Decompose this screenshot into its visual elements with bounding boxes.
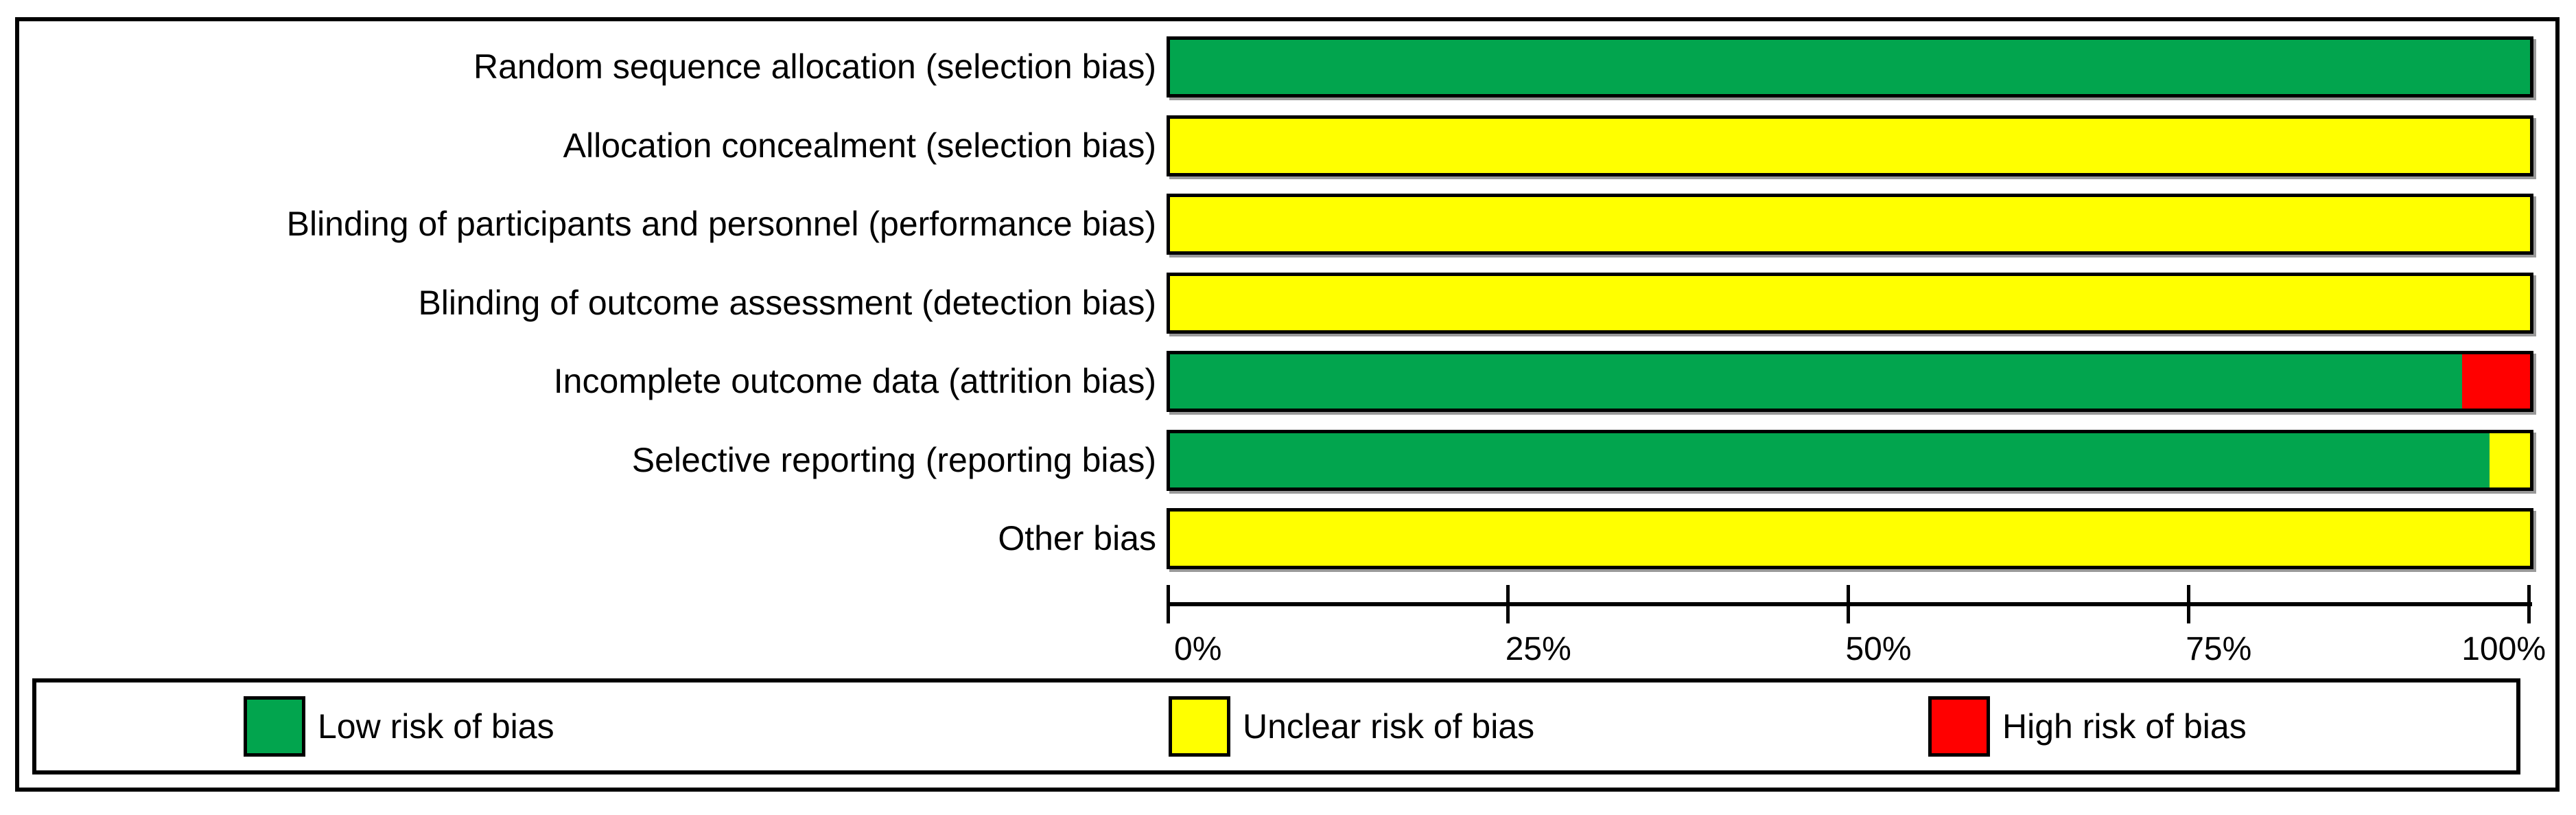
bar-segment-low-risk-of-bias	[1170, 354, 2462, 409]
category-label: Allocation concealment (selection bias)	[563, 126, 1156, 165]
stacked-bar	[1167, 430, 2533, 491]
stacked-bar	[1167, 351, 2533, 412]
legend-label: High risk of bias	[2002, 707, 2247, 746]
stacked-bar	[1167, 508, 2533, 569]
category-label: Incomplete outcome data (attrition bias)	[553, 362, 1156, 400]
axis-tick-label: 100%	[2461, 631, 2546, 667]
legend-item-unclear-risk-of-bias: Unclear risk of bias	[1169, 678, 1534, 774]
category-label: Blinding of outcome assessment (detectio…	[418, 284, 1156, 322]
bar-segment-unclear-risk-of-bias	[2489, 433, 2530, 487]
category-label: Selective reporting (reporting bias)	[631, 441, 1156, 479]
axis-tick	[2527, 585, 2531, 623]
legend-label: Low risk of bias	[318, 707, 554, 746]
bar-segment-unclear-risk-of-bias	[1170, 276, 2530, 330]
axis-tick-label: 25%	[1505, 631, 1571, 667]
risk-category-row: Other bias	[0, 508, 2576, 569]
axis-tick-label: 0%	[1174, 631, 1222, 667]
axis-tick	[1166, 585, 1170, 623]
stacked-bar	[1167, 115, 2533, 176]
legend-item-low-risk-of-bias: Low risk of bias	[244, 678, 554, 774]
axis-tick-label: 75%	[2186, 631, 2252, 667]
legend-label: Unclear risk of bias	[1243, 707, 1535, 746]
stacked-bar	[1167, 273, 2533, 334]
risk-category-row: Random sequence allocation (selection bi…	[0, 36, 2576, 97]
axis-tick-label: 50%	[1845, 631, 1912, 667]
axis-tick	[1506, 585, 1510, 623]
bar-segment-low-risk-of-bias	[1170, 433, 2490, 487]
category-label: Blinding of participants and personnel (…	[286, 205, 1156, 243]
axis-tick	[1847, 585, 1850, 623]
stacked-bar	[1167, 194, 2533, 255]
legend-item-high-risk-of-bias: High risk of bias	[1928, 678, 2247, 774]
legend-swatch-unclear-risk-of-bias	[1169, 696, 1230, 757]
x-axis-line	[1168, 602, 2532, 606]
bar-segment-low-risk-of-bias	[1170, 40, 2530, 94]
risk-category-row: Allocation concealment (selection bias)	[0, 115, 2576, 176]
bar-segment-unclear-risk-of-bias	[1170, 197, 2530, 251]
bar-segment-high-risk-of-bias	[2461, 354, 2530, 409]
bar-segment-unclear-risk-of-bias	[1170, 119, 2530, 173]
legend-swatch-high-risk-of-bias	[1928, 696, 1990, 757]
stacked-bar	[1167, 36, 2533, 97]
risk-category-row: Blinding of outcome assessment (detectio…	[0, 273, 2576, 334]
axis-tick	[2186, 585, 2190, 623]
risk-category-row: Incomplete outcome data (attrition bias)	[0, 351, 2576, 412]
bar-segment-unclear-risk-of-bias	[1170, 512, 2530, 566]
legend-swatch-low-risk-of-bias	[244, 696, 305, 757]
category-label: Random sequence allocation (selection bi…	[473, 47, 1156, 86]
category-label: Other bias	[998, 519, 1156, 558]
legend-box	[32, 678, 2520, 774]
risk-category-row: Selective reporting (reporting bias)	[0, 430, 2576, 491]
risk-category-row: Blinding of participants and personnel (…	[0, 194, 2576, 255]
